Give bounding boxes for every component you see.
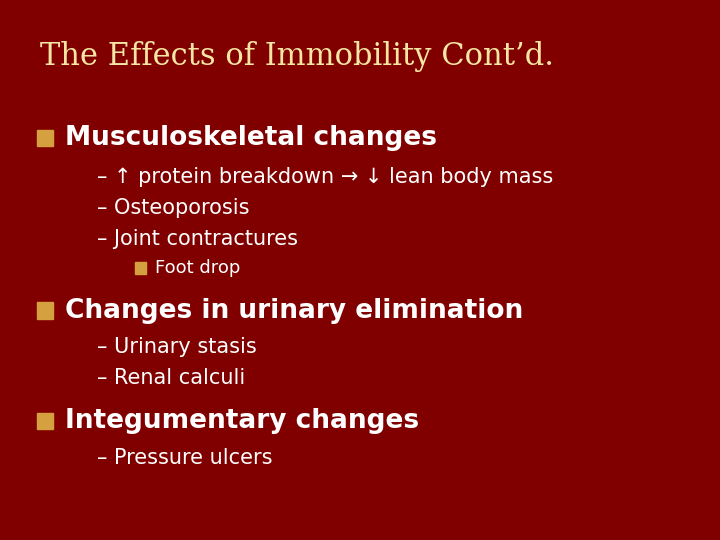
- Text: – Urinary stasis: – Urinary stasis: [97, 336, 257, 357]
- Text: – Osteoporosis: – Osteoporosis: [97, 198, 250, 218]
- Bar: [37, 302, 53, 319]
- Text: – Pressure ulcers: – Pressure ulcers: [97, 448, 273, 468]
- Bar: [37, 130, 53, 146]
- Bar: [135, 262, 146, 274]
- Text: – ↑ protein breakdown → ↓ lean body mass: – ↑ protein breakdown → ↓ lean body mass: [97, 167, 554, 187]
- Text: – Renal calculi: – Renal calculi: [97, 368, 246, 388]
- Text: Integumentary changes: Integumentary changes: [65, 408, 419, 434]
- Text: – Joint contractures: – Joint contractures: [97, 228, 298, 249]
- Text: Foot drop: Foot drop: [155, 259, 240, 278]
- Text: Musculoskeletal changes: Musculoskeletal changes: [65, 125, 437, 151]
- Bar: [37, 413, 53, 429]
- Text: The Effects of Immobility Cont’d.: The Effects of Immobility Cont’d.: [40, 41, 554, 72]
- Text: Changes in urinary elimination: Changes in urinary elimination: [65, 298, 523, 323]
